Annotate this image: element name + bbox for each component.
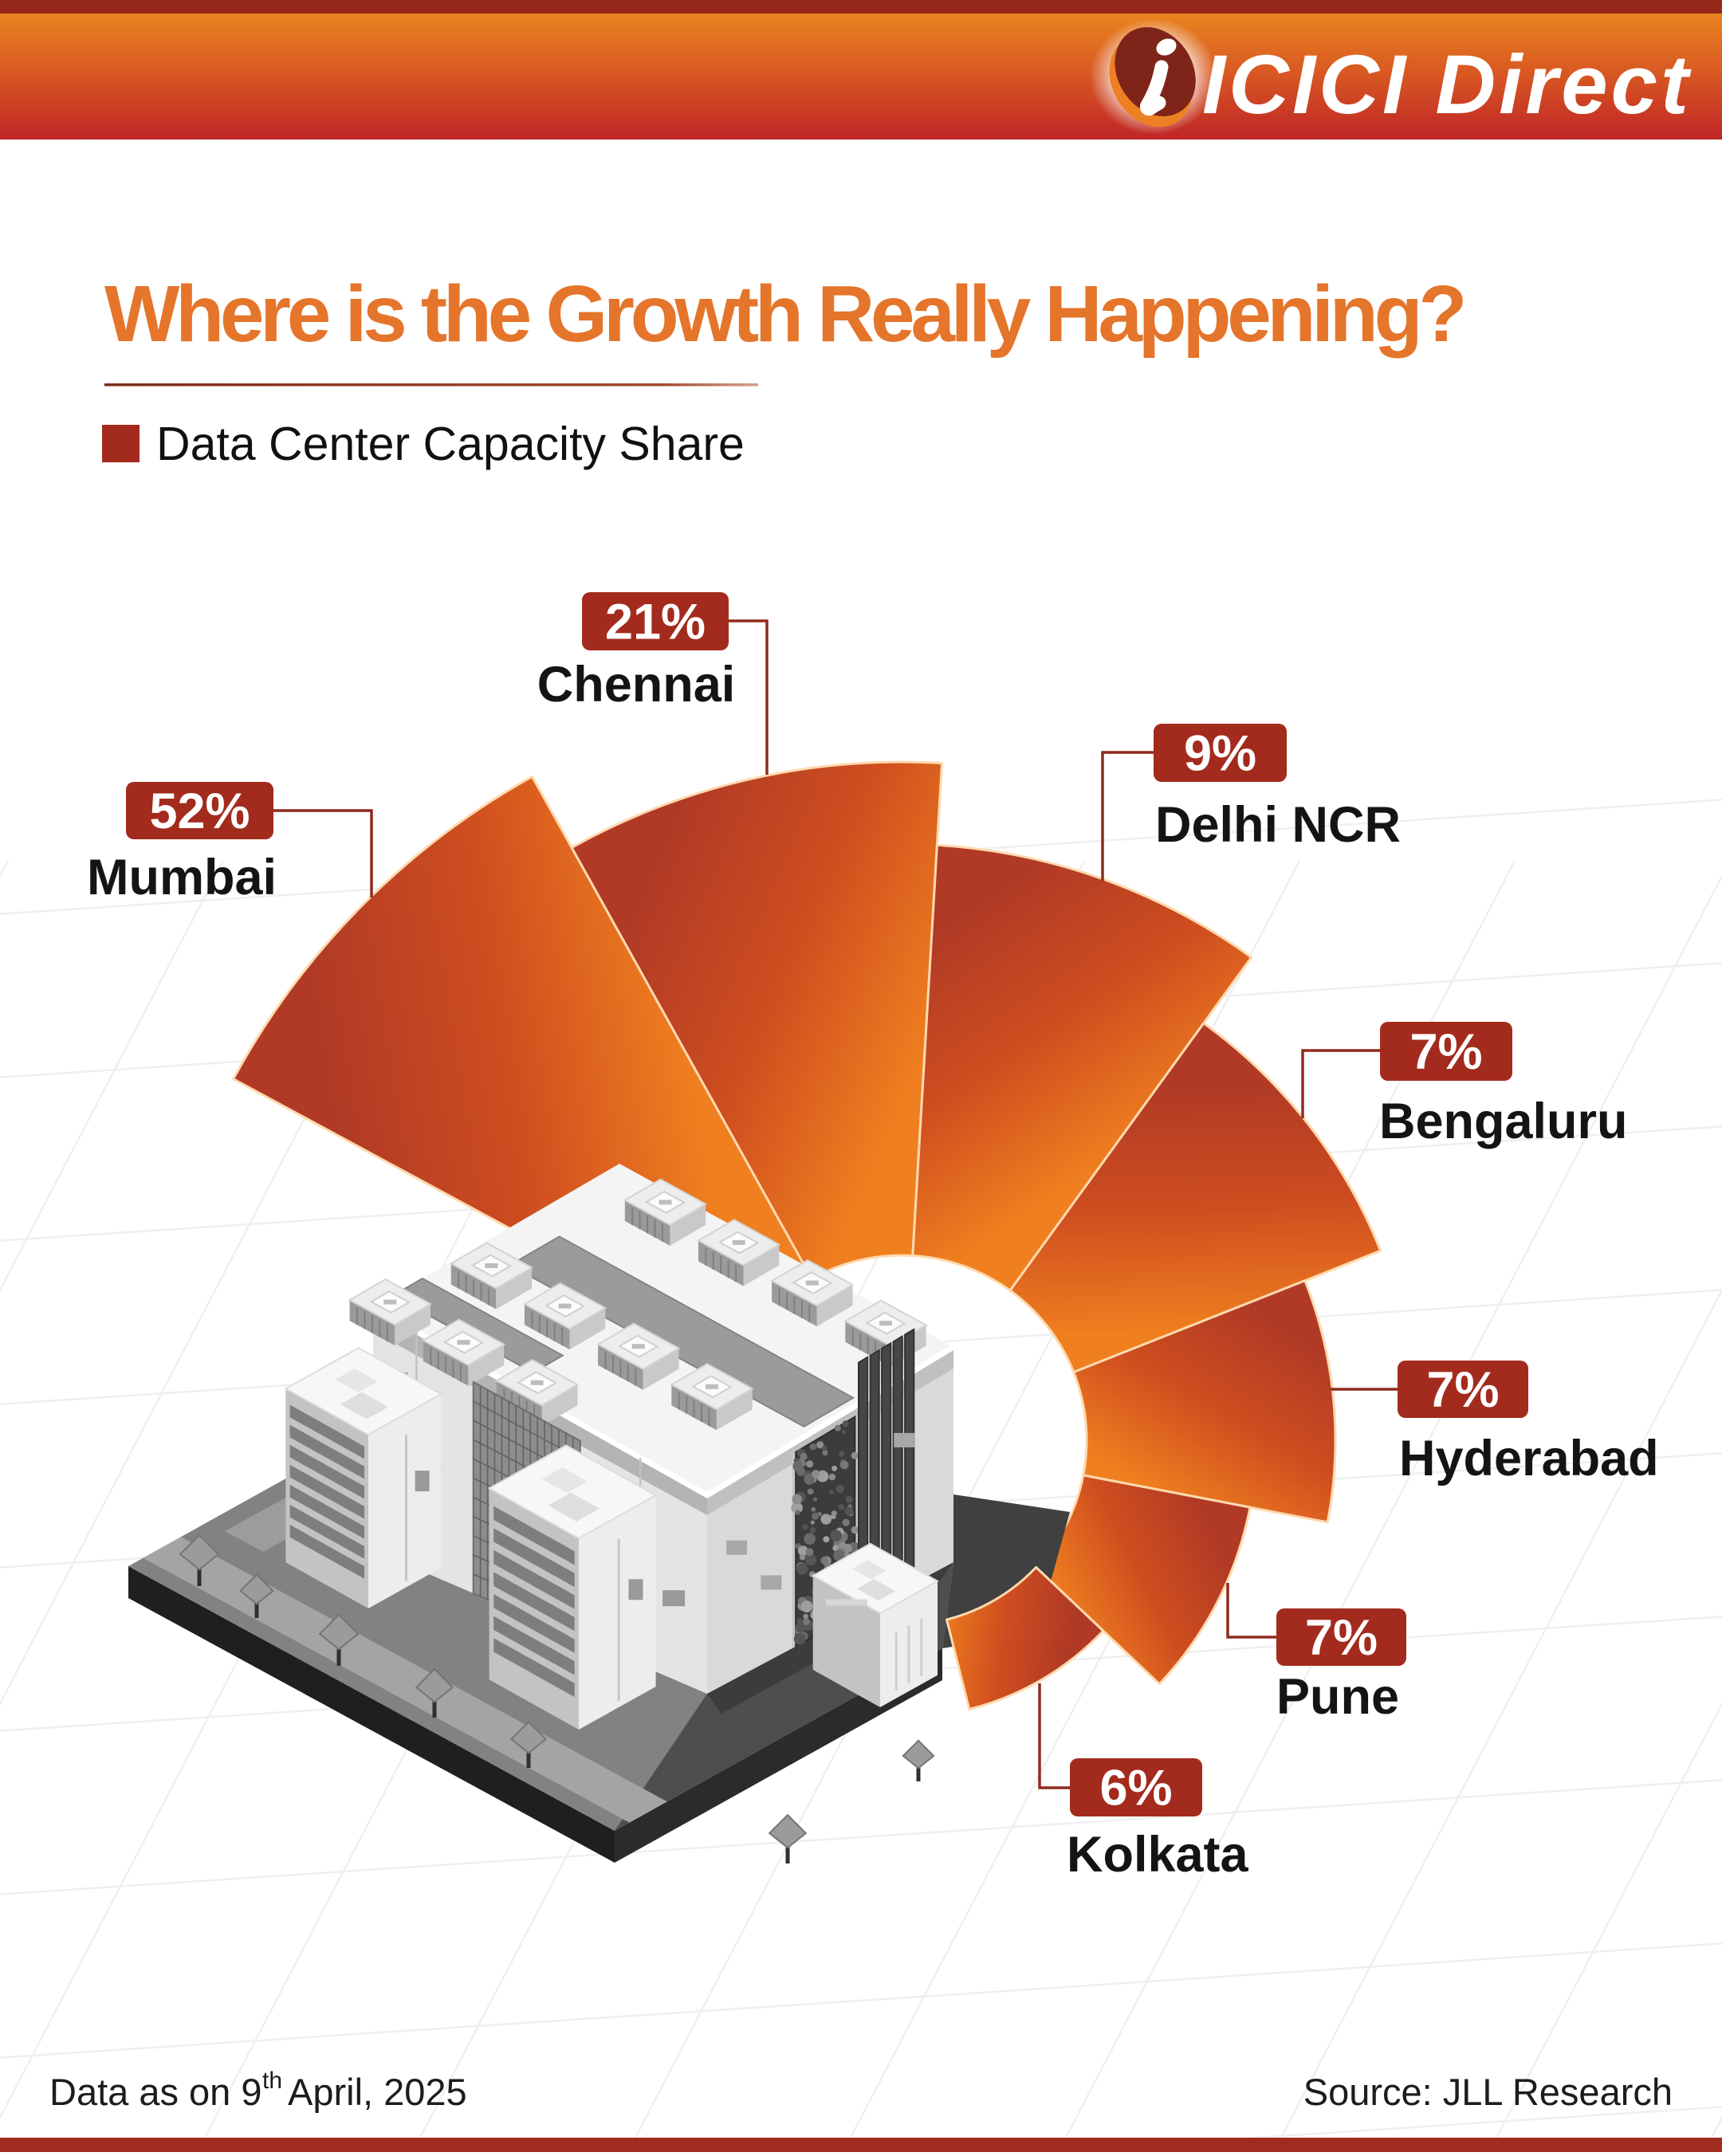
svg-text:Pune: Pune <box>1276 1669 1399 1725</box>
svg-text:ICICI Direct: ICICI Direct <box>1202 38 1692 132</box>
svg-text:21%: 21% <box>605 595 706 650</box>
svg-text:Where is the Growth Really Hap: Where is the Growth Really Happening? <box>104 269 1463 359</box>
svg-text:Chennai: Chennai <box>537 657 736 713</box>
svg-text:Delhi NCR: Delhi NCR <box>1155 797 1401 853</box>
svg-text:Source: JLL Research: Source: JLL Research <box>1303 2071 1673 2113</box>
svg-text:7%: 7% <box>1305 1610 1378 1666</box>
svg-text:th: th <box>262 2068 282 2094</box>
svg-text:7%: 7% <box>1426 1362 1499 1418</box>
svg-text:52%: 52% <box>149 783 250 839</box>
svg-text:Kolkata: Kolkata <box>1067 1827 1249 1883</box>
svg-text:Data Center Capacity Share: Data Center Capacity Share <box>156 418 745 470</box>
svg-text:7%: 7% <box>1409 1024 1482 1080</box>
svg-text:Mumbai: Mumbai <box>87 850 277 905</box>
svg-text:6%: 6% <box>1099 1761 1172 1816</box>
svg-text:April, 2025: April, 2025 <box>288 2071 467 2113</box>
svg-text:Hyderabad: Hyderabad <box>1399 1431 1659 1486</box>
svg-text:Bengaluru: Bengaluru <box>1379 1094 1628 1149</box>
svg-text:9%: 9% <box>1184 726 1256 782</box>
svg-text:Data as on 9: Data as on 9 <box>49 2071 262 2113</box>
